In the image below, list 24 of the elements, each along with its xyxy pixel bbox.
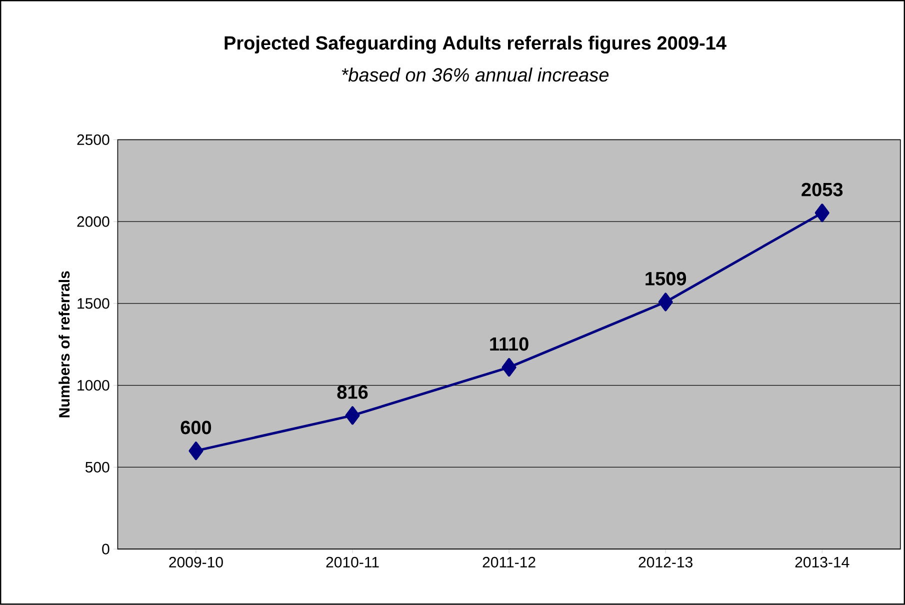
data-label: 1509 [646,272,686,286]
point [502,358,516,377]
x-tick-label: 2010-11 [326,557,379,568]
chart-subtitle: *based on 36% annual increase [342,68,609,82]
data-label: 816 [337,386,368,399]
x-tick-label: 2013-14 [795,557,850,568]
y-tick-label: 500 [85,462,110,473]
x-tick-label: 2011-12 [482,557,536,568]
y-axis-title: Numbers of referrals [58,271,70,418]
data-label: 2053 [802,182,843,196]
y-tick-label: 2500 [77,134,110,146]
x-tick-label: 2012-13 [638,557,692,568]
data-label: 600 [180,420,212,434]
point [345,406,360,425]
point [658,292,673,312]
y-tick-label: 1500 [78,298,110,309]
point [814,204,830,222]
point [188,442,204,460]
y-tick-label: 0 [102,544,110,555]
chart-title: Projected Safeguarding Adults referrals figures 2009-14 [224,36,726,54]
y-tick-label: 1000 [78,380,110,391]
data-label: 1110 [490,337,528,351]
y-tick-label: 2000 [77,216,110,228]
x-tick-label: 2009-10 [169,557,223,568]
